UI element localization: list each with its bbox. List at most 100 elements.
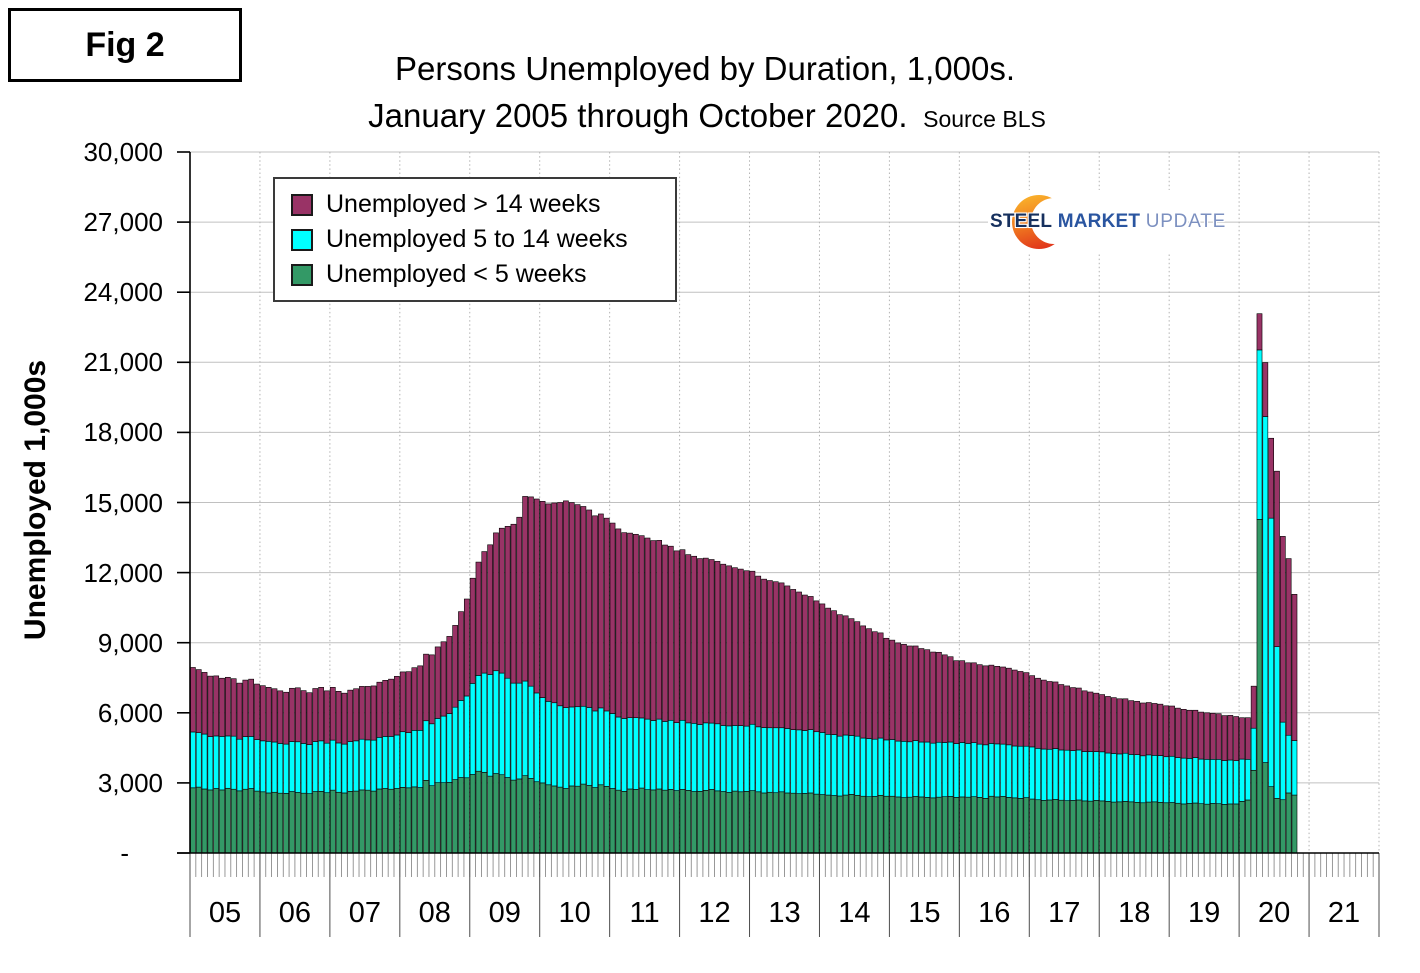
bar-segment-5to14	[324, 742, 330, 794]
bar-segment-5to14	[1041, 748, 1047, 801]
x-year-label: 05	[208, 897, 242, 929]
bar-segment-5to14	[219, 736, 225, 791]
bar-segment-under5	[790, 792, 797, 854]
bar-segment-5to14	[802, 730, 808, 794]
bar-segment-5to14	[1110, 753, 1117, 803]
chart-title-line1: Persons Unemployed by Duration, 1,000s.	[394, 50, 1016, 87]
bar-segment-over14	[533, 498, 540, 694]
y-tick-label: 3,000	[97, 767, 163, 798]
bar-segment-over14	[603, 517, 610, 712]
bar-segment-over14	[644, 537, 651, 720]
bar-segment-over14	[463, 598, 470, 697]
bar-segment-under5	[708, 789, 715, 854]
bar-segment-5to14	[458, 700, 464, 778]
bar-segment-over14	[207, 675, 214, 737]
bar-segment-over14	[230, 678, 237, 737]
bar-segment-5to14	[656, 718, 663, 790]
bar-segment-5to14	[1233, 760, 1240, 805]
bar-segment-under5	[528, 778, 534, 854]
bar-segment-over14	[959, 660, 966, 743]
bar-segment-over14	[1180, 708, 1187, 759]
x-year-label: 09	[488, 897, 521, 929]
bar-segment-over14	[522, 496, 528, 682]
bar-segment-over14	[936, 651, 942, 743]
bar-segment-under5	[1285, 792, 1292, 854]
bar-segment-over14	[1128, 700, 1135, 755]
bar-segment-over14	[498, 527, 505, 674]
x-year-label: 07	[348, 897, 381, 929]
bar-segment-5to14	[364, 739, 371, 791]
bar-segment-under5	[802, 793, 808, 854]
bar-segment-over14	[417, 665, 424, 731]
bar-segment-under5	[376, 788, 383, 854]
bar-segment-5to14	[487, 674, 493, 777]
bar-segment-under5	[1041, 800, 1047, 854]
bar-segment-under5	[364, 789, 371, 854]
bar-segment-over14	[988, 664, 995, 744]
bar-segment-over14	[615, 528, 622, 718]
y-tick-label: 6,000	[97, 697, 163, 728]
bar-segment-under5	[854, 794, 861, 854]
bar-segment-over14	[493, 532, 499, 672]
bar-segment-over14	[778, 582, 785, 729]
bar-segment-5to14	[382, 736, 389, 789]
legend-swatch-icon	[291, 193, 313, 216]
bar-segment-5to14	[259, 740, 266, 793]
bar-segment-under5	[842, 794, 849, 854]
bar-segment-5to14	[516, 682, 523, 780]
bar-segment-under5	[906, 796, 913, 854]
bar-segment-under5	[1198, 803, 1205, 854]
bar-segment-under5	[522, 775, 528, 854]
bar-segment-over14	[359, 686, 365, 740]
bar-segment-under5	[504, 777, 511, 854]
bar-segment-over14	[1087, 691, 1094, 752]
bar-segment-5to14	[1064, 749, 1070, 801]
bar-segment-over14	[673, 550, 680, 723]
bar-segment-5to14	[394, 734, 400, 789]
y-tick-label: 18,000	[83, 417, 163, 448]
bar-segment-5to14	[924, 741, 931, 798]
y-tick-label: -	[120, 838, 129, 868]
bar-segment-under5	[1169, 802, 1175, 854]
legend-swatch-icon	[291, 263, 313, 286]
bar-segment-under5	[1244, 799, 1251, 854]
bar-segment-over14	[848, 618, 855, 736]
bar-segment-5to14	[638, 717, 645, 789]
bar-segment-over14	[691, 555, 697, 724]
bar-segment-5to14	[1210, 758, 1216, 804]
bar-segment-over14	[405, 671, 412, 733]
bar-segment-under5	[807, 792, 814, 854]
bar-segment-over14	[1239, 717, 1245, 760]
bar-segment-under5	[673, 790, 680, 854]
bar-segment-over14	[866, 628, 872, 739]
bar-segment-under5	[627, 788, 633, 854]
bar-segment-under5	[1000, 796, 1006, 854]
bar-segment-over14	[335, 691, 342, 744]
bar-segment-5to14	[1145, 754, 1152, 803]
bar-segment-over14	[394, 676, 400, 736]
steel-market-update-logo: STEEL MARKET UPDATE	[988, 190, 1225, 252]
bar-segment-5to14	[201, 733, 208, 790]
bar-segment-5to14	[1262, 416, 1269, 763]
bar-segment-over14	[685, 554, 692, 724]
bar-segment-under5	[545, 784, 552, 854]
bar-segment-under5	[883, 795, 890, 854]
bar-segment-5to14	[621, 718, 628, 792]
bar-segment-5to14	[1274, 646, 1280, 799]
x-year-label: 17	[1048, 897, 1081, 929]
bar-segment-over14	[638, 535, 645, 719]
bar-segment-over14	[1192, 709, 1199, 758]
bar-segment-5to14	[994, 743, 1001, 798]
bar-segment-5to14	[493, 670, 499, 774]
bar-segment-5to14	[726, 725, 732, 793]
bar-segment-5to14	[1291, 740, 1298, 796]
bar-segment-under5	[405, 787, 412, 854]
bar-segment-5to14	[1157, 755, 1164, 803]
bar-segment-over14	[901, 644, 907, 742]
bar-segment-over14	[242, 679, 249, 737]
chart-title-line2: January 2005 through October 2020. Sourc…	[368, 97, 1046, 135]
bar-segment-over14	[452, 625, 459, 708]
bar-segment-over14	[475, 561, 482, 676]
bar-segment-over14	[1006, 667, 1012, 746]
bar-segment-over14	[1210, 712, 1216, 760]
